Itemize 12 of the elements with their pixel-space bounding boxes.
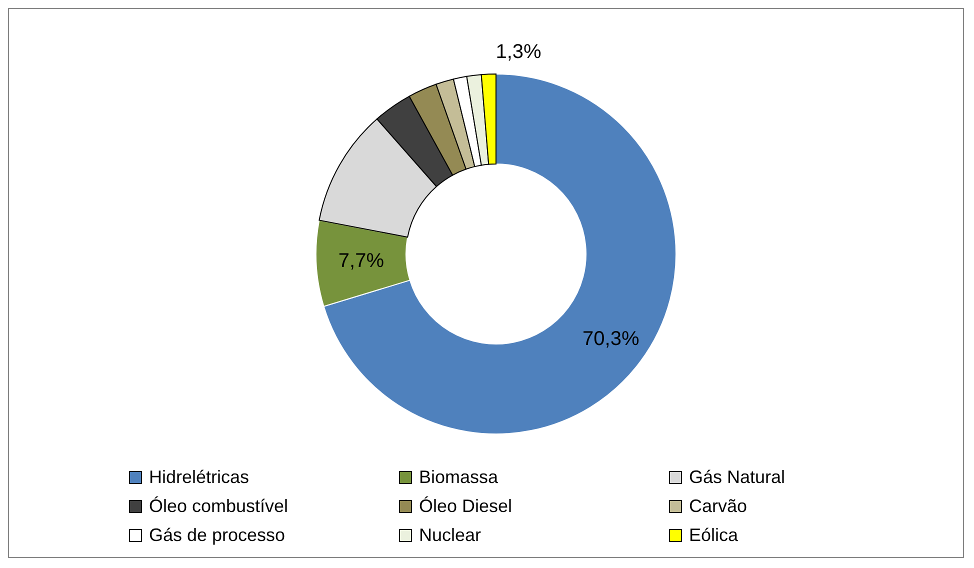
legend-label: Gás de processo [149, 525, 286, 546]
legend-label: Óleo Diesel [419, 496, 512, 517]
data-label: 7,7% [338, 250, 384, 272]
legend-label: Óleo combustível [149, 496, 288, 517]
legend-label: Gás Natural [689, 467, 786, 488]
legend-label: Nuclear [419, 525, 482, 546]
data-label: 1,3% [496, 41, 542, 64]
legend-label: Carvão [689, 496, 748, 517]
legend-label: Biomassa [419, 467, 498, 488]
legend-label: Hidrelétricas [149, 467, 250, 488]
data-label: 70,3% [582, 328, 640, 350]
legend-label: Eólica [689, 525, 738, 546]
